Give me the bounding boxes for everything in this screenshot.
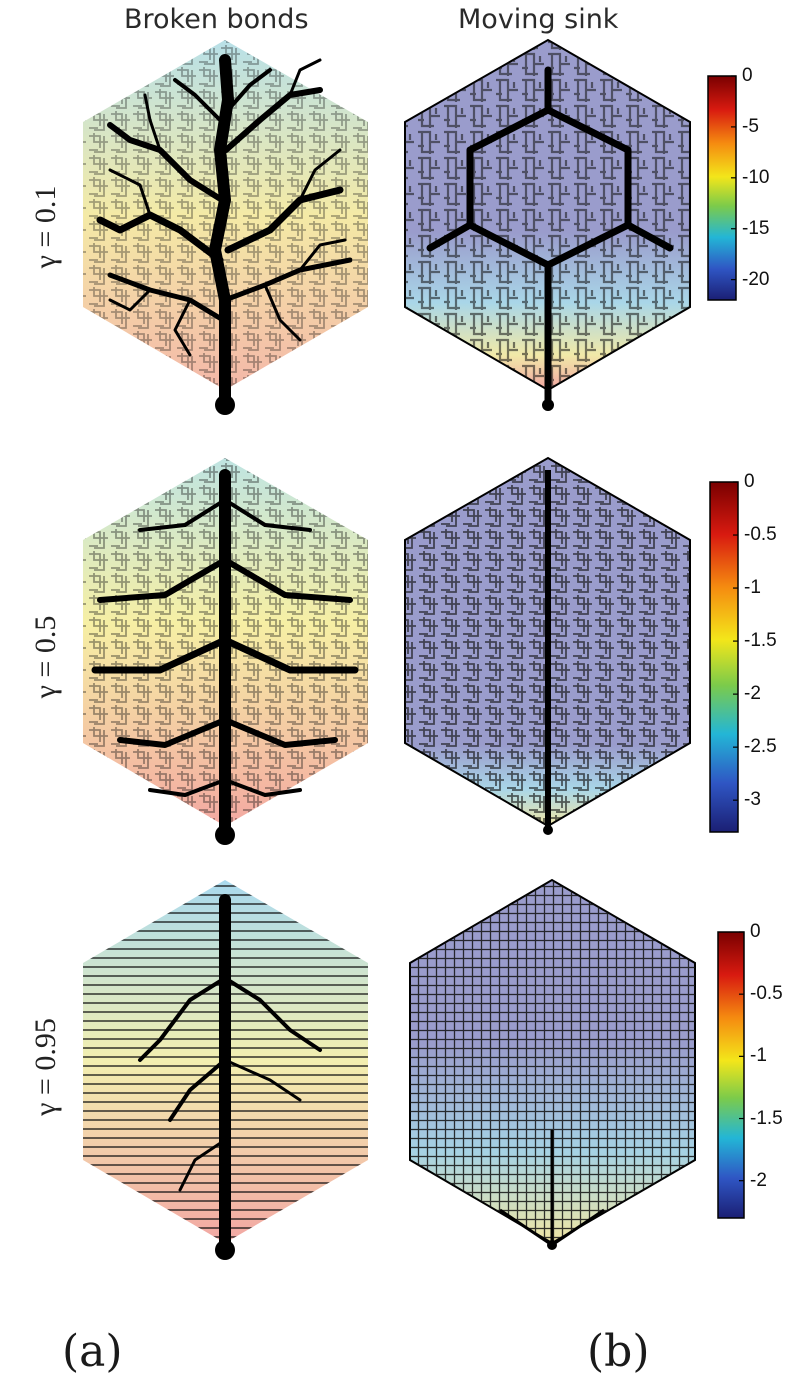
colorbar-tick-label: -10 bbox=[742, 166, 770, 188]
colorbar-tick-label: -1.5 bbox=[744, 630, 777, 652]
colorbar-tick-label: -2 bbox=[744, 683, 761, 705]
colorbar-tick-label: -1 bbox=[744, 577, 761, 599]
panel-moving-sink-row1 bbox=[404, 38, 691, 411]
panel-label-a: (a) bbox=[62, 1326, 123, 1377]
colorbar-tick-label: -0.5 bbox=[750, 983, 783, 1005]
column-title-moving-sink: Moving sink bbox=[458, 4, 619, 35]
colorbar-tick-label: -1.5 bbox=[750, 1107, 783, 1129]
panel-label-b: (b) bbox=[587, 1326, 650, 1377]
colorbar-tick-label: 0 bbox=[750, 921, 761, 942]
colorbar-tick-label: -5 bbox=[742, 115, 759, 137]
colorbar-tick-label: -2 bbox=[750, 1169, 767, 1191]
row-label-gamma-0-1: γ = 0.1 bbox=[29, 185, 62, 269]
colorbar-tick-label: -15 bbox=[742, 217, 770, 239]
colorbar-row3 bbox=[717, 931, 745, 1219]
colorbar-tick-label: -20 bbox=[742, 268, 770, 290]
panel-broken-bonds-row3 bbox=[83, 880, 368, 1260]
column-title-broken-bonds: Broken bonds bbox=[124, 4, 309, 35]
panel-moving-sink-row2 bbox=[404, 456, 691, 835]
colorbar-row1 bbox=[707, 75, 737, 301]
colorbar-row2 bbox=[709, 481, 739, 833]
panel-broken-bonds-row1 bbox=[83, 40, 368, 415]
colorbar-tick-label: -2.5 bbox=[744, 736, 777, 758]
colorbar-tick-label: -0.5 bbox=[744, 524, 777, 546]
colorbar-tick-label: -1 bbox=[750, 1045, 767, 1067]
colorbar-tick-label: 0 bbox=[744, 471, 755, 492]
colorbar-tick-label: 0 bbox=[742, 65, 753, 86]
panel-broken-bonds-row2 bbox=[83, 458, 368, 845]
colorbar-tick-label: -3 bbox=[744, 789, 761, 811]
row-label-gamma-0-95: γ = 0.95 bbox=[29, 1018, 62, 1116]
panel-moving-sink-row3 bbox=[409, 878, 696, 1250]
row-label-gamma-0-5: γ = 0.5 bbox=[29, 615, 62, 699]
